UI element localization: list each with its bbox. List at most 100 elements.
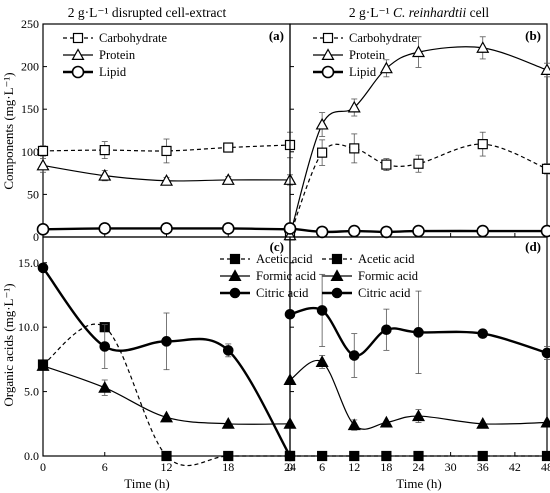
data-point (381, 159, 392, 170)
series-carbohydrate (284, 131, 550, 241)
data-point (477, 139, 488, 150)
legend-label: Carbohydrate (349, 31, 417, 45)
data-point (412, 224, 425, 238)
data-point (159, 174, 174, 186)
legend-label: Protein (99, 48, 136, 62)
panel-c: 0.0 5.0 10.0 15.0 0 6 12 18 24 Acetic acid Formic … (18, 236, 317, 474)
panel-letter: (d) (525, 239, 541, 254)
legend-entry: Citric acid (220, 286, 309, 300)
x-tick-label: 18 (380, 460, 392, 474)
series-protein (36, 158, 297, 186)
data-point (541, 450, 550, 462)
data-point (221, 222, 235, 235)
legend-entry: Protein (63, 48, 136, 62)
legend-entry: Lipid (313, 65, 377, 79)
data-point (284, 450, 296, 462)
data-point (37, 145, 49, 157)
x-tick-label: 24 (284, 460, 296, 474)
y-axis-label-components: Components (mg·L⁻¹) (1, 72, 16, 189)
data-point (380, 225, 393, 239)
data-point (98, 380, 112, 393)
legend-label: Acetic acid (358, 252, 415, 266)
data-point (221, 417, 235, 429)
y-tick-label: 150 (21, 102, 39, 116)
y-tick-label: 200 (21, 60, 39, 74)
data-point (315, 355, 329, 367)
legend-label: Carbohydrate (99, 31, 167, 45)
x-tick-label: 48 (541, 460, 550, 474)
x-tick-label: 18 (222, 460, 234, 474)
data-point (379, 61, 393, 74)
y-tick-label: 0.0 (24, 449, 39, 463)
legend-marker (330, 269, 344, 281)
data-point (36, 158, 50, 171)
data-point (540, 224, 550, 238)
legend-label: Lipid (99, 65, 127, 79)
y-tick-label: 100 (21, 145, 39, 159)
data-point (348, 350, 360, 361)
data-point (379, 415, 393, 428)
legend-marker (72, 32, 84, 44)
data-point (317, 147, 328, 158)
data-point (315, 225, 329, 239)
data-point (99, 144, 110, 156)
data-point (315, 117, 329, 130)
data-point (161, 336, 172, 347)
x-tick-label: 6 (102, 460, 108, 474)
data-point (476, 41, 490, 53)
legend-entry: Carbohydrate (313, 31, 417, 45)
title-right-species: C. reinhardtii (393, 5, 467, 20)
x-tick-label: 24 (413, 460, 425, 474)
legend-marker (229, 287, 241, 299)
data-point (411, 409, 426, 422)
data-point (160, 222, 173, 235)
data-point (284, 308, 296, 320)
legend-entry: Protein (313, 48, 386, 62)
panel-letter: (a) (269, 28, 284, 43)
y-tick-label: 50 (27, 187, 39, 201)
panel-letter: (b) (525, 28, 541, 43)
x-axis-label-left: Time (h) (124, 476, 169, 491)
series-formic-acid (283, 355, 550, 431)
y-axis-label-organic-acids: Organic acids (mg·L⁻¹) (1, 283, 16, 406)
legend-marker (71, 48, 85, 61)
legend-marker (331, 253, 343, 265)
legend-label: Formic acid (358, 269, 419, 283)
data-point (98, 168, 112, 181)
legend-label: Citric acid (358, 286, 411, 300)
data-point (317, 450, 328, 462)
data-point (161, 145, 172, 157)
legend-entry: Acetic acid (220, 252, 313, 266)
legend-label: Formic acid (256, 269, 317, 283)
data-point (161, 450, 172, 462)
title-left: 2 g·L⁻¹ disrupted cell-extract (68, 5, 227, 20)
data-point (411, 45, 426, 58)
data-point (222, 345, 234, 356)
legend-marker (321, 48, 335, 61)
series-line (42, 323, 290, 467)
series-lipid (283, 222, 550, 239)
data-point (347, 224, 361, 238)
legend-marker (322, 32, 334, 44)
legend-entry: Carbohydrate (63, 31, 167, 45)
series-carbohydrate (37, 131, 296, 164)
legend-marker (321, 65, 335, 79)
data-point (347, 418, 361, 431)
data-point (283, 373, 297, 385)
title-right-prefix: 2 g·L⁻¹ (349, 5, 393, 20)
data-point (349, 143, 360, 154)
series-line (42, 144, 291, 152)
data-point (413, 158, 424, 169)
data-point (381, 324, 392, 336)
data-point (540, 63, 550, 76)
data-point (413, 327, 424, 338)
y-tick-label: 250 (21, 17, 39, 31)
y-tick-label: 10.0 (18, 320, 39, 334)
y-tick-label: 5.0 (24, 385, 39, 399)
x-tick-label: 0 (287, 460, 293, 474)
x-tick-label: 12 (348, 460, 360, 474)
title-right-suffix: cell (466, 5, 489, 20)
x-tick-label: 36 (477, 460, 489, 474)
series-citric-acid (284, 273, 550, 378)
